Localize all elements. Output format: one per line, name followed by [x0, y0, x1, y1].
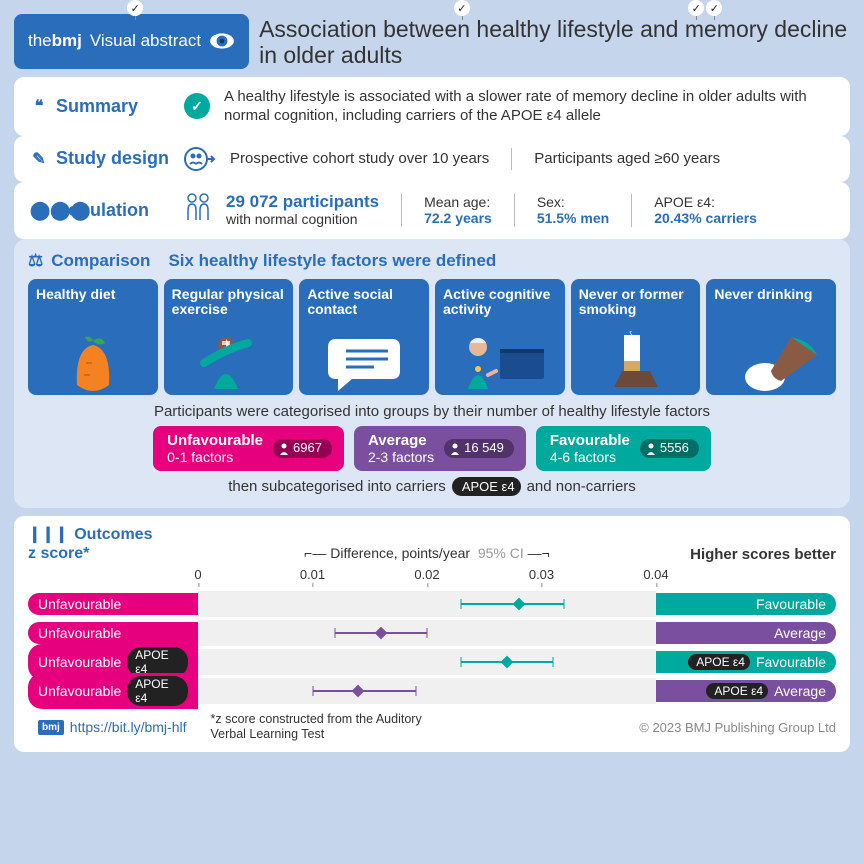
design-label: ✎ Study design [30, 148, 170, 169]
axis-title: ⌐— Difference, points/year 95% CI —¬ [198, 545, 656, 563]
forest-plot: Unfavourable Favourable Unfavourable Ave… [28, 591, 836, 704]
groups-row: Unfavourable0-1 factors6967Average2-3 fa… [28, 426, 836, 471]
apoe-block: APOE ε4: 20.43% carriers [654, 194, 757, 228]
eye-icon [209, 28, 235, 54]
brand-badge: thebmj Visual abstract [14, 14, 249, 69]
factor-tile: Never drinking [706, 279, 836, 395]
group-pill: Favourable4-6 factors5556 [536, 426, 711, 471]
summary-text: A healthy lifestyle is associated with a… [224, 87, 834, 126]
subcat-row: then subcategorised into carriers APOE ε… [28, 477, 836, 496]
design-card: ✎ Study design Prospective cohort study … [14, 136, 850, 182]
factor-tile: Active social contact [299, 279, 429, 395]
summary-label: ❝ Summary [30, 96, 170, 117]
comparison-card: ⚖Comparison Six healthy lifestyle factor… [14, 239, 850, 508]
footnote: *z score constructed from the Auditory V… [210, 712, 430, 742]
copyright: © 2023 BMJ Publishing Group Ltd [639, 720, 836, 735]
forest-row: Unfavourable APOE ε4✓ APOE ε4✓ Favourabl… [28, 649, 836, 675]
apoe-pill: APOE ε4✓ [452, 477, 521, 496]
sex-block: Sex: 51.5% men [537, 194, 609, 228]
brand-text: thebmj [28, 31, 82, 51]
factor-tile: Active cognitive activity [435, 279, 565, 395]
header-row: thebmj Visual abstract Association betwe… [14, 14, 850, 69]
population-label: ⬤⬤⬤ Population [30, 200, 170, 221]
link-box[interactable]: bmj https://bit.ly/bmj-hlf [28, 715, 196, 739]
factor-tile: Healthy diet [28, 279, 158, 395]
participants-block: 29 072 participants with normal cognitio… [226, 193, 379, 227]
comparison-label: ⚖Comparison [28, 251, 150, 271]
axis-ticks: 00.010.020.030.04 [198, 567, 656, 587]
factors-row: Healthy dietRegular physical exerciseAct… [28, 279, 836, 395]
factor-tile: Never or former smoking [571, 279, 701, 395]
categorise-text: Participants were categorised into group… [28, 403, 836, 420]
forest-row: Unfavourable Favourable [28, 591, 836, 617]
badge-label: Visual abstract [90, 31, 201, 51]
group-pill: Unfavourable0-1 factors6967 [153, 426, 344, 471]
design-text2: Participants aged ≥60 years [534, 150, 720, 167]
outcomes-label: ❙❙❙Outcomes z score* [28, 526, 198, 563]
quote-icon: ❝ [30, 96, 48, 116]
outcomes-card: ❙❙❙Outcomes z score* ⌐— Difference, poin… [14, 516, 850, 752]
comparison-subtitle: Six healthy lifestyle factors were defin… [168, 251, 496, 271]
short-link: https://bit.ly/bmj-hlf [70, 719, 187, 735]
summary-card: ❝ Summary ✓ A healthy lifestyle is assoc… [14, 77, 850, 136]
forest-row: Unfavourable Average [28, 620, 836, 646]
people-icon: ⬤⬤⬤ [30, 200, 48, 221]
person-pair-icon [184, 192, 212, 229]
cohort-icon [184, 146, 216, 172]
design-text1: Prospective cohort study over 10 years [230, 150, 489, 167]
meanage-block: Mean age: 72.2 years [424, 194, 492, 228]
group-pill: Average2-3 factors16 549 [354, 426, 526, 471]
forest-row: Unfavourable APOE ε4✓ APOE ε4✓ Average [28, 678, 836, 704]
page-title: Association between healthy lifestyle an… [259, 14, 850, 69]
better-label: Higher scores better [656, 546, 836, 563]
factor-tile: Regular physical exercise [164, 279, 294, 395]
pencil-icon: ✎ [30, 149, 48, 169]
population-card: ⬤⬤⬤ Population 29 072 participants with … [14, 182, 850, 239]
check-icon: ✓ [184, 93, 210, 119]
